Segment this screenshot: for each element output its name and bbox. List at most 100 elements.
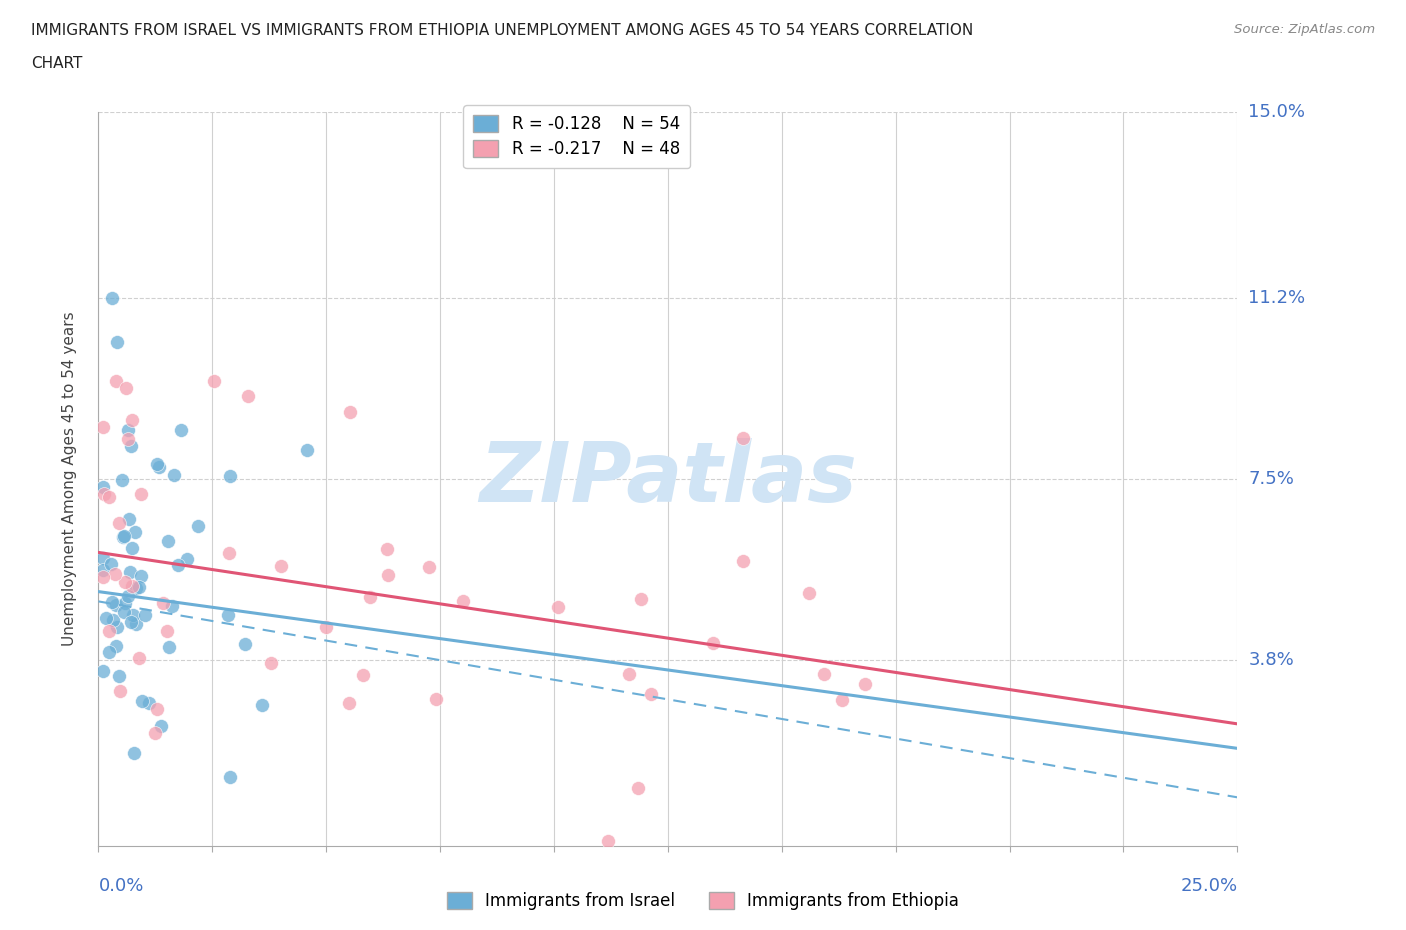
Point [108,669,131,684]
Point [105,335,128,350]
Point [114,575,136,590]
Point [547,599,569,614]
Legend: R = -0.128    N = 54, R = -0.217    N = 48: R = -0.128 N = 54, R = -0.217 N = 48 [464,105,690,168]
Point [149,719,172,734]
Point [101,290,124,305]
Point [108,684,131,698]
Point [112,528,135,543]
Point [598,834,620,849]
Point [128,579,150,594]
Point [157,640,180,655]
Point [218,769,240,784]
Point [630,591,652,606]
Point [145,726,167,741]
Point [98,489,121,504]
Point [118,512,141,526]
Point [98,645,121,660]
Point [112,530,135,545]
Point [640,686,662,701]
Point [339,405,361,419]
Point [202,374,225,389]
Point [98,624,121,639]
Point [617,666,640,681]
Point [270,559,292,574]
Point [731,431,754,445]
Point [121,540,143,555]
Point [107,515,129,530]
Point [425,691,447,706]
Point [375,541,398,556]
Point [125,617,148,631]
Point [156,624,179,639]
Point [93,487,115,502]
Point [91,570,114,585]
Point [122,746,145,761]
Point [733,553,755,568]
Point [105,374,128,389]
Point [120,615,142,630]
Point [105,639,128,654]
Point [117,432,139,446]
Point [121,413,143,428]
Point [129,569,152,584]
Point [104,598,127,613]
Point [813,667,835,682]
Point [233,637,256,652]
Point [131,694,153,709]
Point [217,607,239,622]
Point [128,651,150,666]
Point [797,585,820,600]
Point [170,422,193,437]
Point [702,636,724,651]
Point [176,551,198,566]
Point [101,613,124,628]
Point [105,619,128,634]
Point [156,534,179,549]
Point [259,656,281,671]
Point [91,551,114,565]
Point [111,472,134,487]
Text: 25.0%: 25.0% [1180,877,1237,895]
Point [91,563,114,578]
Point [112,604,135,619]
Point [148,459,170,474]
Point [138,696,160,711]
Point [118,565,141,579]
Point [163,467,186,482]
Point [218,469,240,484]
Point [134,607,156,622]
Text: CHART: CHART [31,56,83,71]
Point [124,525,146,539]
Point [359,590,381,604]
Point [91,480,114,495]
Text: 11.2%: 11.2% [1249,288,1306,307]
Point [831,693,853,708]
Point [117,422,139,437]
Text: IMMIGRANTS FROM ISRAEL VS IMMIGRANTS FROM ETHIOPIA UNEMPLOYMENT AMONG AGES 45 TO: IMMIGRANTS FROM ISRAEL VS IMMIGRANTS FRO… [31,23,973,38]
Point [120,439,142,454]
Point [117,589,139,604]
Text: 15.0%: 15.0% [1249,102,1305,121]
Point [238,389,260,404]
Point [295,443,318,458]
Text: 0.0%: 0.0% [98,877,143,895]
Point [114,596,136,611]
Y-axis label: Unemployment Among Ages 45 to 54 years: Unemployment Among Ages 45 to 54 years [62,312,77,646]
Point [337,696,360,711]
Legend: Immigrants from Israel, Immigrants from Ethiopia: Immigrants from Israel, Immigrants from … [440,885,966,917]
Point [152,595,174,610]
Point [162,599,184,614]
Point [91,419,114,434]
Point [100,594,122,609]
Point [187,518,209,533]
Text: ZIPatlas: ZIPatlas [479,438,856,520]
Point [125,580,148,595]
Point [121,578,143,593]
Point [451,593,474,608]
Point [418,560,440,575]
Text: 3.8%: 3.8% [1249,651,1294,670]
Text: Source: ZipAtlas.com: Source: ZipAtlas.com [1234,23,1375,36]
Point [104,567,127,582]
Point [352,668,374,683]
Point [315,619,337,634]
